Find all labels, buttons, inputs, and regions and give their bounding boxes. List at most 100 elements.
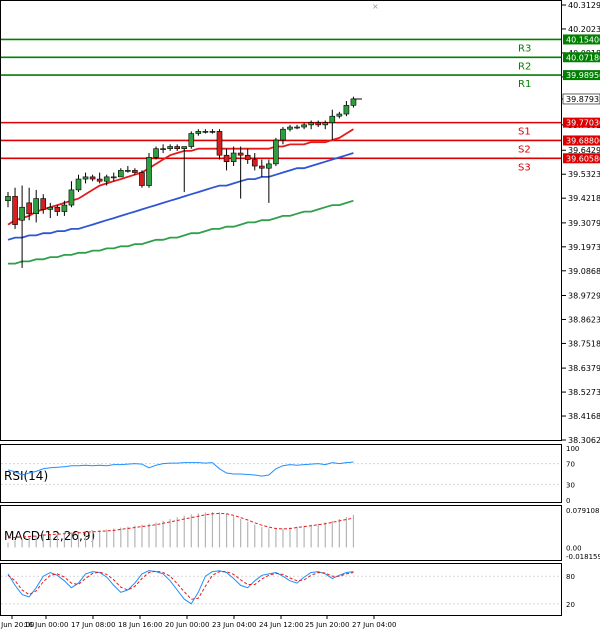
level-tag-s2 [563,135,600,146]
level-tag-label: 39.68800 [566,136,600,145]
candle-body [266,163,272,169]
price-tick-label: 38.97290 [568,291,600,300]
level-name-r3: R3 [518,43,531,54]
stoch-signal-line [7,570,354,600]
time-tick-label: 23 Jun 04:00 [212,621,256,629]
time-tick-label: 25 Jun 20:00 [305,621,349,629]
rsi-label: RSI(14) [4,469,48,483]
candle-body [273,139,279,165]
macd-tick-label: 0.079108 [566,507,599,515]
candle-body [209,131,216,133]
candle-body [47,206,54,210]
level-tag-label: 39.60580 [566,154,600,163]
candle-body [160,148,166,151]
candle-body [167,146,173,150]
stoch-tick-label: 20 [566,601,575,609]
candle-body [153,148,159,158]
candle-body [110,176,117,179]
rsi-tick-label: 100 [566,445,579,453]
candle-body [132,170,138,173]
time-tick-label: 16 Jun 00:00 [24,621,68,629]
price-tick-label: 38.63790 [568,364,600,373]
level-name-r2: R2 [518,61,531,72]
price-tick-label: 38.52735 [568,388,600,397]
stoch-tick-label: 80 [566,573,575,581]
level-name-s2: S2 [518,144,531,155]
candle-body [5,196,11,202]
price-tick-label: 39.08680 [568,267,600,276]
level-tag-r1 [563,70,600,81]
current-price-tag: 39.87935 [354,93,600,105]
candle-body [12,196,18,225]
price-tick-label: 39.42180 [568,194,600,203]
level-name-r1: R1 [518,79,531,90]
stoch-main-line [7,570,354,605]
level-tag-r2 [563,52,600,63]
time-tick-label: 17 Jun 08:00 [71,621,115,629]
level-price-tags: 40.15400 40.07180 39.98950 39.77030 39.68800… [563,34,600,164]
level-name-s1: S1 [518,127,531,138]
rsi-panel [0,444,562,503]
candle-body [322,122,329,126]
candle-body [315,122,322,126]
pivot-levels [1,38,561,160]
close-icon[interactable]: × [372,2,379,11]
candle-body [258,165,265,169]
stochastic-indicator: 80 20 [1,570,575,609]
candle-body [188,133,195,147]
price-panel [0,0,562,441]
current-price-box [562,93,600,105]
ma-line-slow [8,199,354,265]
level-tag-label: 39.77030 [566,119,600,128]
current-price-label: 39.87935 [566,95,600,104]
candle-body [146,157,152,186]
stochastic-panel [0,563,562,616]
macd-signal-line [7,512,354,539]
price-tick-label: 39.64290 [568,146,600,155]
candle-body [280,128,286,141]
ma-line-fast [7,128,354,226]
candle-body [251,159,258,167]
price-axis: 40.3129040.2023540.0918039.9812539.87935… [561,1,600,445]
level-tag-s3 [563,153,600,164]
candle-body [125,170,131,172]
candle-body [301,124,307,128]
candle-body [174,146,180,150]
level-tag-label: 39.98950 [566,71,600,80]
candle-body [89,176,96,180]
price-tick-label: 39.30790 [568,219,600,228]
price-tick-label: 40.20235 [568,25,600,34]
candle-body [223,154,230,163]
time-tick-label: 20 Jun 00:00 [165,621,209,629]
candle-body [329,115,336,123]
level-names: R3 R2 R1 S1 S2 S3 [518,43,531,173]
time-tick-label: 24 Jun 12:00 [259,621,303,629]
candle-body [68,189,75,206]
macd-tick-label: 0.00 [566,544,582,552]
rsi-tick-label: 70 [566,461,575,469]
candle-body [33,198,40,215]
rsi-tick-label: 30 [566,481,575,489]
candle-body [287,126,293,130]
candle-body [96,178,103,182]
candle-body [237,152,244,156]
rsi-line [7,461,354,477]
macd-panel [0,505,562,561]
candle-body [40,198,47,210]
candle-body [54,206,61,212]
price-tick-label: 38.75180 [568,339,600,348]
price-tick-label: 40.31290 [568,1,600,10]
candle-body [118,170,124,178]
rsi-tick-label: 0 [566,497,570,505]
candle-body [82,176,89,180]
candle-body [294,126,300,129]
macd-label: MACD(12,26,9) [4,529,95,543]
price-tick-label: 38.30625 [568,436,600,445]
candle-body [75,178,82,191]
candle-body [202,131,209,133]
candle-body [230,152,237,163]
candle-body [350,98,357,106]
price-tick-label: 39.19735 [568,243,600,252]
candle-body [308,122,314,126]
